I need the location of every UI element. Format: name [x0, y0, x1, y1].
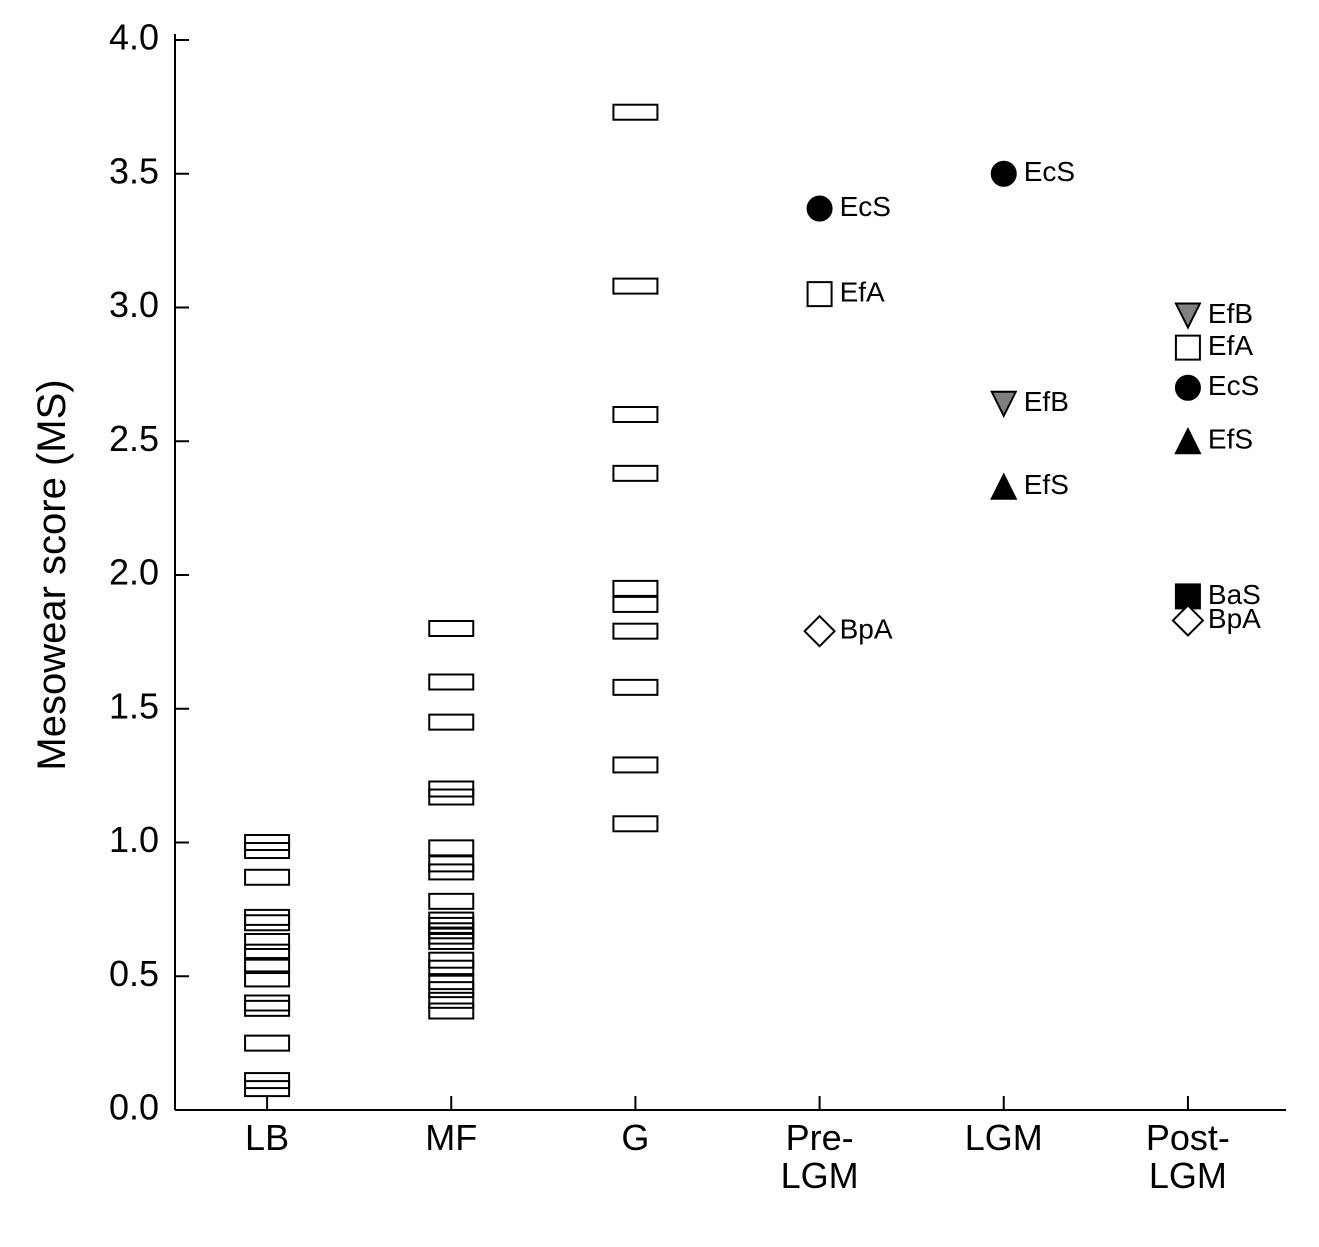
data-point-label: EfA: [840, 277, 885, 308]
y-tick-label: 0.5: [109, 953, 159, 994]
data-point-label: EfS: [1024, 469, 1069, 500]
marker-circle: [808, 197, 832, 221]
data-point-label: EcS: [1208, 370, 1259, 401]
x-category-label: LGM: [965, 1117, 1043, 1158]
x-category-label: G: [621, 1117, 649, 1158]
data-point-label: EfS: [1208, 424, 1253, 455]
x-category-label: MF: [425, 1117, 477, 1158]
chart-container: 0.0 0.5 1.0 1.5 2.0 2.5 3.0 3.5 4.0 Mesowear scor…: [0, 0, 1319, 1247]
marker-square: [808, 282, 832, 306]
marker-circle: [1176, 376, 1200, 400]
y-tick-label: 4.0: [109, 17, 159, 58]
data-point-label: EcS: [840, 191, 891, 222]
y-tick-label: 2.0: [109, 552, 159, 593]
x-category-label: Pre-LGM: [781, 1117, 859, 1196]
data-point-label: EfB: [1208, 298, 1253, 329]
x-category-label: LB: [245, 1117, 289, 1158]
y-tick-label: 0.0: [109, 1087, 159, 1128]
x-category-label: Post-LGM: [1146, 1117, 1230, 1196]
y-tick-label: 1.5: [109, 685, 159, 726]
y-tick-label: 3.5: [109, 150, 159, 191]
y-tick-label: 1.0: [109, 819, 159, 860]
y-tick-label: 3.0: [109, 284, 159, 325]
marker-square: [1176, 336, 1200, 360]
data-point-label: EfB: [1024, 386, 1069, 417]
data-point-label: EfA: [1208, 330, 1253, 361]
data-point-label: BpA: [1208, 603, 1261, 634]
mesowear-scatter-chart: 0.0 0.5 1.0 1.5 2.0 2.5 3.0 3.5 4.0 Mesowear scor…: [0, 0, 1319, 1242]
data-point-label: BpA: [840, 614, 893, 645]
y-tick-label: 2.5: [109, 418, 159, 459]
plot-background: [0, 0, 1319, 1242]
y-axis-title: Mesowear score (MS): [30, 379, 74, 770]
data-point-label: EcS: [1024, 156, 1075, 187]
marker-circle: [992, 162, 1016, 186]
